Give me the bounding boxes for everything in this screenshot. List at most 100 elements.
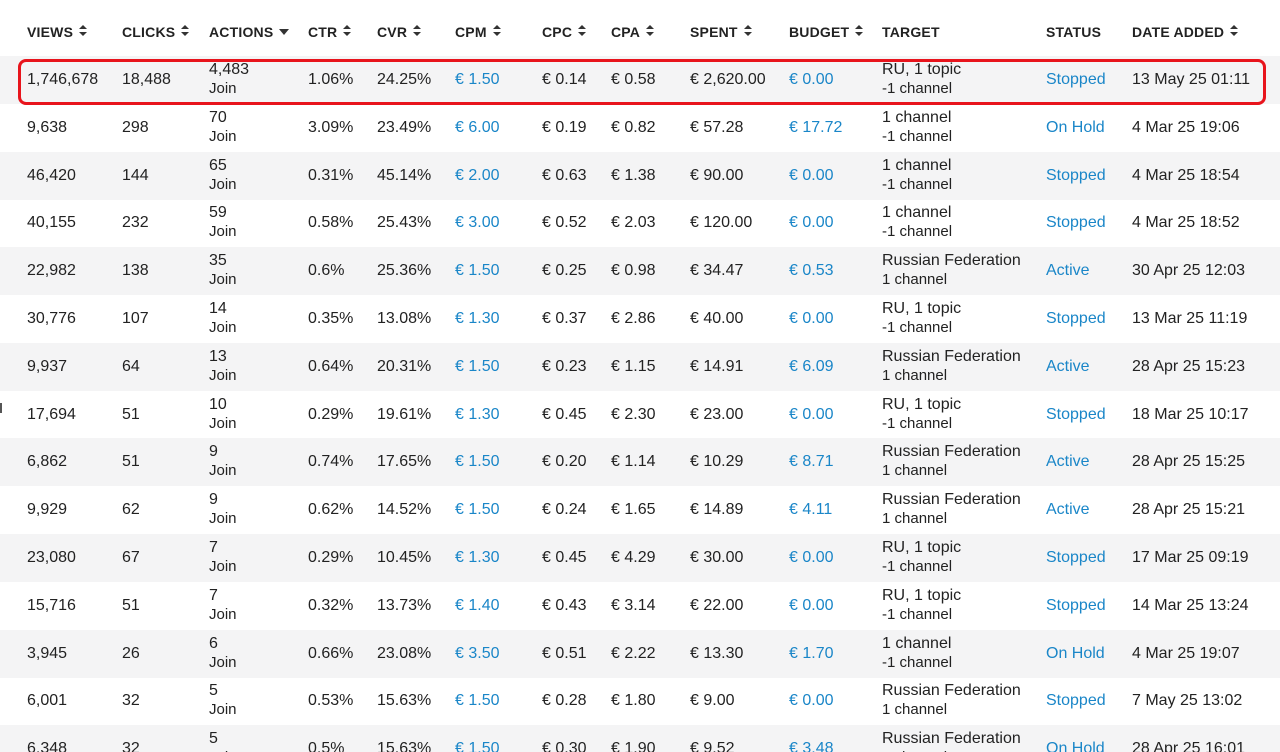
- table-row[interactable]: 30,776 107 14 Join 0.35% 13.08% € 1.30 € 0.37 € …: [0, 295, 1280, 343]
- budget-link[interactable]: € 3.48: [789, 740, 834, 752]
- header-ctr[interactable]: CTR: [308, 0, 352, 56]
- budget-link[interactable]: € 0.00: [789, 692, 834, 710]
- cell-clicks: 138: [122, 262, 149, 280]
- target-primary: Russian Federation: [882, 491, 1021, 509]
- status-link[interactable]: Stopped: [1046, 214, 1106, 232]
- status-link[interactable]: Active: [1046, 453, 1090, 471]
- budget-link[interactable]: € 17.72: [789, 118, 843, 136]
- cell-cvr: 24.25%: [377, 71, 432, 88]
- cell-date: 28 Apr 25 16:01: [1132, 740, 1245, 752]
- cpm-link[interactable]: € 1.30: [455, 310, 500, 327]
- status-link[interactable]: Stopped: [1046, 596, 1106, 614]
- actions-type: Join: [209, 701, 237, 719]
- budget-link[interactable]: € 0.00: [789, 549, 834, 566]
- budget-link[interactable]: € 0.53: [789, 262, 834, 280]
- cpm-link[interactable]: € 1.50: [455, 740, 500, 752]
- actions-type: Join: [209, 319, 237, 336]
- cell-cvr: 25.36%: [377, 262, 432, 280]
- cell-cpc: € 0.63: [542, 166, 587, 184]
- table-row[interactable]: 6,001 32 5 Join 0.53% 15.63% € 1.50 € 0.28 € 1.8…: [0, 677, 1280, 725]
- header-date[interactable]: DATE ADDED: [1132, 0, 1239, 56]
- header-views[interactable]: VIEWS: [27, 0, 88, 56]
- target-primary: 1 channel: [882, 634, 952, 652]
- budget-link[interactable]: € 0.00: [789, 310, 834, 327]
- status-link[interactable]: On Hold: [1046, 740, 1105, 752]
- budget-link[interactable]: € 0.00: [789, 214, 834, 232]
- header-spent[interactable]: SPENT: [690, 0, 752, 56]
- cell-views: 46,420: [27, 166, 76, 184]
- cpm-link[interactable]: € 1.50: [455, 453, 500, 471]
- budget-link[interactable]: € 0.00: [789, 71, 834, 88]
- cell-cpc: € 0.19: [542, 118, 587, 136]
- cell-ctr: 0.29%: [308, 549, 354, 566]
- budget-link[interactable]: € 0.00: [789, 596, 834, 614]
- budget-link[interactable]: € 8.71: [789, 453, 834, 471]
- status-link[interactable]: On Hold: [1046, 644, 1105, 662]
- cell-target: 1 channel -1 channel: [882, 104, 952, 152]
- cpm-link[interactable]: € 1.50: [455, 357, 500, 375]
- cell-cpa: € 0.98: [611, 262, 656, 280]
- status-link[interactable]: Stopped: [1046, 166, 1106, 184]
- table-row[interactable]: 15,716 51 7 Join 0.32% 13.73% € 1.40 € 0.43 € 3.…: [0, 582, 1280, 630]
- header-cvr[interactable]: CVR: [377, 0, 422, 56]
- table-row[interactable]: 3,945 26 6 Join 0.66% 23.08% € 3.50 € 0.51 € 2.2…: [0, 629, 1280, 678]
- table-row[interactable]: 46,420 144 65 Join 0.31% 45.14% € 2.00 € 0.63 € …: [0, 151, 1280, 200]
- sort-icon: [646, 24, 655, 36]
- header-label: CPA: [611, 24, 641, 40]
- table-row[interactable]: 9,929 62 9 Join 0.62% 14.52% € 1.50 € 0.24 € 1.6…: [0, 486, 1280, 534]
- cell-cpc: € 0.28: [542, 692, 587, 710]
- table-row[interactable]: 6,862 51 9 Join 0.74% 17.65% € 1.50 € 0.20 € 1.1…: [0, 438, 1280, 487]
- table-row[interactable]: 1,746,678 18,488 4,483 Join 1.06% 24.25% € 1.5…: [0, 56, 1280, 104]
- cpm-link[interactable]: € 1.50: [455, 501, 500, 519]
- header-actions[interactable]: ACTIONS: [209, 0, 290, 56]
- cpm-link[interactable]: € 1.50: [455, 71, 500, 88]
- cell-actions: 7 Join: [209, 534, 237, 582]
- header-budget[interactable]: BUDGET: [789, 0, 864, 56]
- budget-link[interactable]: € 0.00: [789, 405, 834, 423]
- table-row[interactable]: 9,638 298 70 Join 3.09% 23.49% € 6.00 € 0.19 € 0…: [0, 104, 1280, 152]
- cpm-link[interactable]: € 1.30: [455, 549, 500, 566]
- cpm-link[interactable]: € 1.40: [455, 596, 500, 614]
- cpm-link[interactable]: € 1.30: [455, 405, 500, 423]
- table-row[interactable]: 40,155 232 59 Join 0.58% 25.43% € 3.00 € 0.52 € …: [0, 199, 1280, 247]
- cpm-link[interactable]: € 1.50: [455, 262, 500, 280]
- status-link[interactable]: Stopped: [1046, 549, 1106, 566]
- header-label: VIEWS: [27, 24, 74, 40]
- table-row[interactable]: 17,694 51 10 Join 0.29% 19.61% € 1.30 € 0.45 € 2…: [0, 391, 1280, 439]
- status-link[interactable]: Stopped: [1046, 405, 1106, 423]
- actions-count: 7: [209, 539, 218, 556]
- budget-link[interactable]: € 4.11: [789, 501, 833, 519]
- status-link[interactable]: Stopped: [1046, 692, 1106, 710]
- header-cpc[interactable]: CPC: [542, 0, 587, 56]
- status-link[interactable]: Active: [1046, 262, 1090, 280]
- status-link[interactable]: Active: [1046, 501, 1090, 519]
- status-link[interactable]: On Hold: [1046, 118, 1105, 136]
- cpm-link[interactable]: € 3.00: [455, 214, 500, 232]
- status-link[interactable]: Active: [1046, 357, 1090, 375]
- table-row[interactable]: 23,080 67 7 Join 0.29% 10.45% € 1.30 € 0.45 € 4.…: [0, 534, 1280, 582]
- target-primary: Russian Federation: [882, 443, 1021, 461]
- cpm-link[interactable]: € 6.00: [455, 118, 500, 136]
- cell-cpa: € 2.22: [611, 644, 656, 662]
- header-label: CVR: [377, 24, 408, 40]
- status-link[interactable]: Stopped: [1046, 310, 1106, 327]
- budget-link[interactable]: € 1.70: [789, 644, 834, 662]
- target-primary: Russian Federation: [882, 347, 1021, 365]
- cpm-link[interactable]: € 3.50: [455, 644, 500, 662]
- header-cpa[interactable]: CPA: [611, 0, 655, 56]
- budget-link[interactable]: € 6.09: [789, 357, 834, 375]
- status-link[interactable]: Stopped: [1046, 71, 1106, 88]
- cpm-link[interactable]: € 1.50: [455, 692, 500, 710]
- header-cpm[interactable]: CPM: [455, 0, 501, 56]
- header-clicks[interactable]: CLICKS: [122, 0, 190, 56]
- table-row[interactable]: 9,937 64 13 Join 0.64% 20.31% € 1.50 € 0.23 € 1.…: [0, 342, 1280, 391]
- budget-link[interactable]: € 0.00: [789, 166, 834, 184]
- actions-count: 59: [209, 204, 227, 222]
- cell-cpc: € 0.25: [542, 262, 587, 280]
- cpm-link[interactable]: € 2.00: [455, 166, 500, 184]
- table-row[interactable]: 22,982 138 35 Join 0.6% 25.36% € 1.50 € 0.25 € 0…: [0, 247, 1280, 296]
- cell-cvr: 25.43%: [377, 214, 432, 232]
